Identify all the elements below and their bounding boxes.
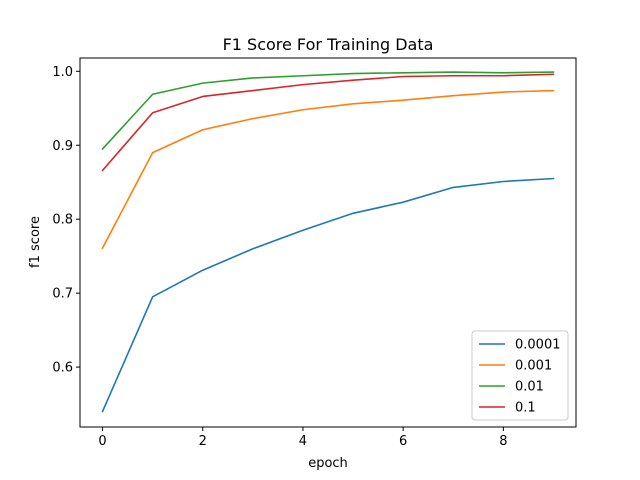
y-tick-label: 0.7 xyxy=(52,287,73,302)
series-layer xyxy=(101,71,555,413)
legend-label: 0.0001 xyxy=(515,338,561,353)
legend-label: 0.01 xyxy=(515,380,544,395)
series-line-0.01 xyxy=(101,71,555,151)
x-tick-label: 6 xyxy=(399,434,407,449)
x-tick-label: 8 xyxy=(499,434,507,449)
y-tick-label: 0.8 xyxy=(52,213,73,228)
chart-title: F1 Score For Training Data xyxy=(223,35,434,54)
x-tick-label: 4 xyxy=(299,434,307,449)
x-tick-label: 2 xyxy=(199,434,207,449)
legend: 0.0001 0.001 0.01 0.1 xyxy=(471,330,569,421)
ticks-layer: 0 2 4 6 8 0.6 0.7 0.8 0.9 1.0 xyxy=(52,65,507,449)
series-line-0.0001 xyxy=(101,177,555,413)
legend-label: 0.1 xyxy=(515,401,536,416)
x-tick-label: 0 xyxy=(98,434,106,449)
series-line-0.001 xyxy=(101,89,555,250)
y-axis-label: f1 score xyxy=(28,216,43,268)
legend-label: 0.001 xyxy=(515,359,552,374)
legend-box xyxy=(471,330,569,421)
plot-frame xyxy=(79,57,577,428)
y-tick-label: 0.6 xyxy=(52,361,73,376)
y-tick-label: 0.9 xyxy=(52,139,73,154)
series-line-0.1 xyxy=(101,73,555,172)
y-tick-label: 1.0 xyxy=(52,65,73,80)
x-axis-label: epoch xyxy=(308,456,348,471)
